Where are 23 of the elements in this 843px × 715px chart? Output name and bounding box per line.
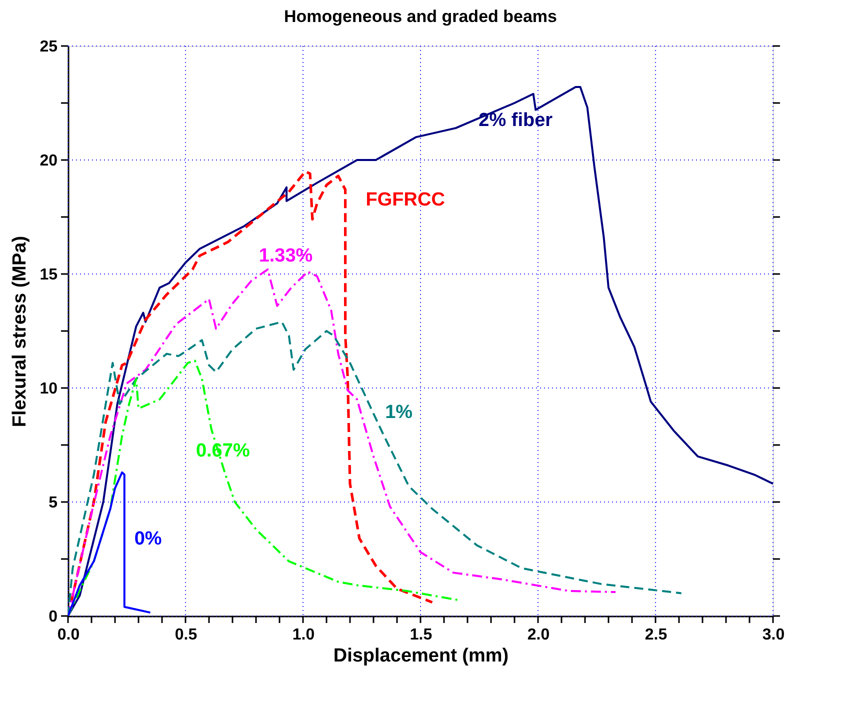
series-label: 1% <box>385 402 413 423</box>
x-axis-title: Displacement (mm) <box>333 646 509 666</box>
y-tick-label: 15 <box>40 266 58 284</box>
line-series <box>68 360 460 616</box>
x-tick-label: 3.0 <box>762 626 785 644</box>
x-tick-label: 2.5 <box>644 626 668 644</box>
y-tick-label: 10 <box>40 380 58 398</box>
y-tick-label: 5 <box>48 494 58 512</box>
series-label: FGFRCC <box>366 189 446 210</box>
chart-title: Homogeneous and graded beams <box>284 7 557 26</box>
x-tick-label: 1.0 <box>292 626 315 644</box>
series-label: 1.33% <box>258 245 313 266</box>
x-tick-label: 0.0 <box>57 626 80 644</box>
y-tick-label: 20 <box>40 152 58 170</box>
x-tick-label: 0.5 <box>174 626 198 644</box>
y-tick-label: 25 <box>40 38 58 56</box>
series-label: 2% fiber <box>478 110 554 132</box>
series-label: 0% <box>134 528 162 550</box>
series-label: 0.67% <box>196 440 250 462</box>
x-tick-label: 2.0 <box>527 626 550 644</box>
y-axis-title: Flexural stress (MPa) <box>10 236 31 428</box>
y-tick-label: 0 <box>48 608 58 626</box>
x-tick-label: 1.5 <box>410 626 432 644</box>
